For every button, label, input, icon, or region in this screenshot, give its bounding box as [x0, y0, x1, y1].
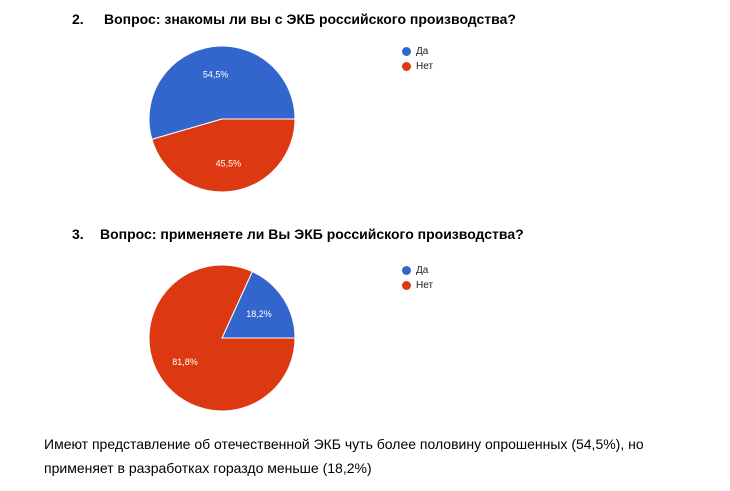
legend-item-no: Нет — [402, 278, 433, 293]
legend-label-yes: Да — [416, 265, 429, 276]
question-3-text: Вопрос: применяете ли Вы ЭКБ российского… — [100, 226, 524, 242]
question-3-number: 3. — [72, 226, 84, 242]
slice-no-label: 45,5% — [216, 159, 242, 169]
legend-label-yes: Да — [416, 46, 429, 57]
question-3-heading: 3. Вопрос: применяете ли Вы ЭКБ российско… — [72, 225, 524, 243]
conclusion-line-2: применяет в разработках гораздо меньше (… — [44, 460, 372, 476]
question-2-heading: 2. Вопрос: знакомы ли вы с ЭКБ российског… — [72, 10, 516, 28]
conclusion-text: Имеют представление об отечественной ЭКБ… — [44, 432, 714, 480]
legend-swatch-yes — [402, 47, 411, 56]
legend-swatch-no — [402, 62, 411, 71]
pie-chart-question-3: 18,2% 81,8% — [148, 264, 296, 412]
legend-question-2: Да Нет — [402, 44, 433, 74]
legend-label-no: Нет — [416, 280, 434, 291]
legend-question-3: Да Нет — [402, 263, 433, 293]
legend-swatch-yes — [402, 266, 411, 275]
legend-swatch-no — [402, 281, 411, 290]
question-2-text: Вопрос: знакомы ли вы с ЭКБ российского … — [104, 11, 516, 27]
slice-yes-label: 54,5% — [203, 69, 229, 79]
legend-item-no: Нет — [402, 59, 433, 74]
slice-yes-label: 18,2% — [246, 309, 272, 319]
slice-no — [148, 264, 296, 412]
slice-yes — [148, 45, 296, 140]
slice-no — [151, 118, 296, 193]
legend-label-no: Нет — [416, 61, 434, 72]
pie-chart-question-2: 54,5% 45,5% — [148, 45, 296, 193]
slice-yes — [221, 270, 296, 339]
question-2-number: 2. — [72, 11, 84, 27]
slice-no-label: 81,8% — [172, 357, 198, 367]
conclusion-line-1: Имеют представление об отечественной ЭКБ… — [44, 436, 644, 452]
legend-item-yes: Да — [402, 44, 433, 59]
legend-item-yes: Да — [402, 263, 433, 278]
